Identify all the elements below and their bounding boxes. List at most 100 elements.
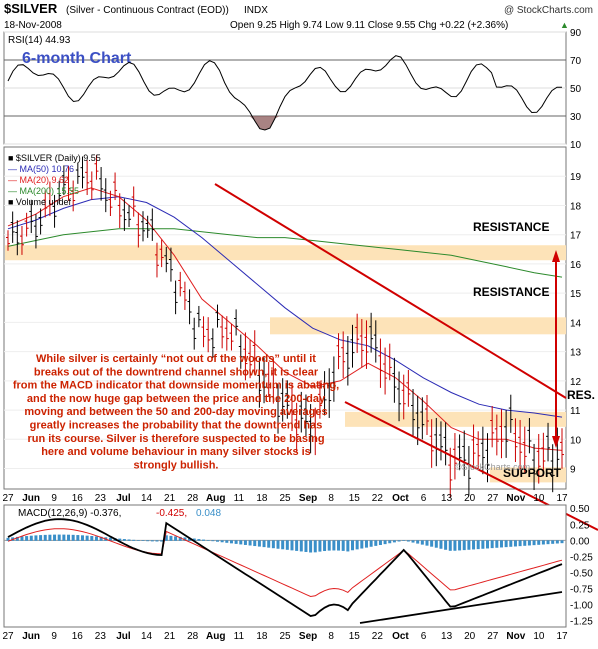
x-axis-label: 17 [556,631,568,642]
macd-histogram-bar [43,534,47,541]
res-label: RES. [567,388,595,402]
chart-title: 6-month Chart [22,50,132,67]
macd-histogram-bar [132,539,136,541]
macd-histogram-bar [53,534,57,541]
resistance-band-middle [270,317,566,335]
macd-histogram-bar [285,540,289,550]
arrow-up-icon [552,250,560,262]
macd-histogram-bar [76,535,80,541]
watermark-header: @ StockCharts.com [504,5,593,16]
macd-tick-label: 0.00 [570,536,590,547]
macd-histogram-bar [67,534,71,541]
x-axis-label: 13 [441,493,453,504]
macd-histogram-bar [127,539,131,541]
x-axis-label: 14 [141,493,153,504]
macd-histogram-bar [25,536,29,541]
macd-histogram-bar [518,540,522,547]
commentary-text: While silver is certainly “not out of th… [13,353,339,471]
x-axis-label: 13 [441,631,453,642]
macd-histogram-bar [448,540,452,551]
macd-histogram-bar [169,535,173,541]
legend-item: ■ Volume undef [8,197,71,207]
price-tick-label: 11 [570,406,581,417]
macd-histogram-bar [262,540,266,548]
price-tick-label: 16 [570,260,582,271]
macd-histogram-bar [364,540,368,548]
macd-histogram-bar [48,534,52,541]
macd-histogram-bar [202,539,206,541]
macd-histogram-bar [71,534,75,541]
x-axis-label: Oct [392,493,409,504]
macd-divergence-line [359,591,563,624]
watermark-price: ©StockCharts.com [455,462,530,472]
macd-histogram-bar [337,540,341,551]
x-axis-label: 6 [421,493,427,504]
price-tick-label: 14 [570,318,582,329]
x-axis-label: Jun [22,493,40,504]
resistance-label-upper: RESISTANCE [473,220,549,234]
x-axis-label: 15 [349,631,361,642]
macd-histogram-bar [388,540,392,544]
x-axis-label: 9 [51,631,57,642]
macd-histogram-bar [509,540,513,547]
macd-histogram-bar [99,536,103,541]
x-axis-label: 21 [164,493,176,504]
macd-histogram-bar [397,540,401,542]
x-axis-label: Nov [506,493,525,504]
price-tick-label: 10 [570,435,582,446]
exchange: INDX [244,5,268,16]
macd-histogram-bar [6,537,10,541]
x-axis-label: 15 [349,493,361,504]
macd-histogram-bar [532,540,536,546]
x-axis-label: 14 [141,631,153,642]
macd-histogram-bar [527,540,531,546]
macd-histogram-bar [146,540,150,542]
macd-histogram-bar [234,540,238,544]
macd-histogram-bar [458,540,462,551]
x-axis-label: 22 [372,631,384,642]
macd-histogram-bar [192,538,196,541]
macd-histogram-bar [313,540,317,553]
x-axis-label: 9 [51,493,57,504]
macd-histogram-bar [253,540,257,547]
macd-histogram-bar [541,540,545,545]
macd-histogram-bar [183,537,187,541]
price-tick-label: 18 [570,201,582,212]
macd-histogram-bar [453,540,457,551]
rsi-label: RSI(14) 44.93 [8,35,71,46]
channel-upper-line [214,183,567,399]
macd-histogram-bar [555,540,559,544]
legend-item: ■ $SILVER (Daily) 9.55 [8,153,101,163]
macd-histogram-bar [476,540,480,550]
macd-histogram-bar [374,540,378,546]
macd-histogram-bar [206,540,210,541]
price-tick-label: 15 [570,289,582,300]
macd-histogram-bar [276,540,280,549]
macd-histogram-bar [420,540,424,545]
x-axis-label: Aug [206,493,225,504]
chart-date: 18-Nov-2008 [4,20,62,31]
macd-histogram-bar [178,536,182,541]
macd-histogram-bar [248,540,252,546]
macd-histogram-bar [378,540,382,546]
legend-item: — MA(50) 10.76 [8,164,74,174]
macd-histogram-bar [94,536,98,541]
macd-tick-label: -1.00 [570,601,593,612]
macd-histogram-bar [267,540,271,548]
macd-histogram-bar [462,540,466,551]
macd-histogram-bar [402,540,406,541]
macd-histogram-bar [355,540,359,550]
macd-histogram-bar [327,540,331,551]
x-axis-label: 10 [533,631,545,642]
macd-histogram-bar [504,540,508,548]
macd-tick-label: -1.25 [570,617,593,628]
commentary-line: moving and between the 50 and 200-day mo… [24,406,327,418]
macd-tick-label: 0.25 [570,520,590,531]
macd-histogram-bar [290,540,294,551]
macd-histogram-bar [430,540,434,547]
price-tick-label: 9 [570,465,576,476]
macd-histogram-bar [523,540,527,546]
resistance-label-middle: RESISTANCE [473,285,549,299]
macd-histogram-bar [164,535,168,541]
